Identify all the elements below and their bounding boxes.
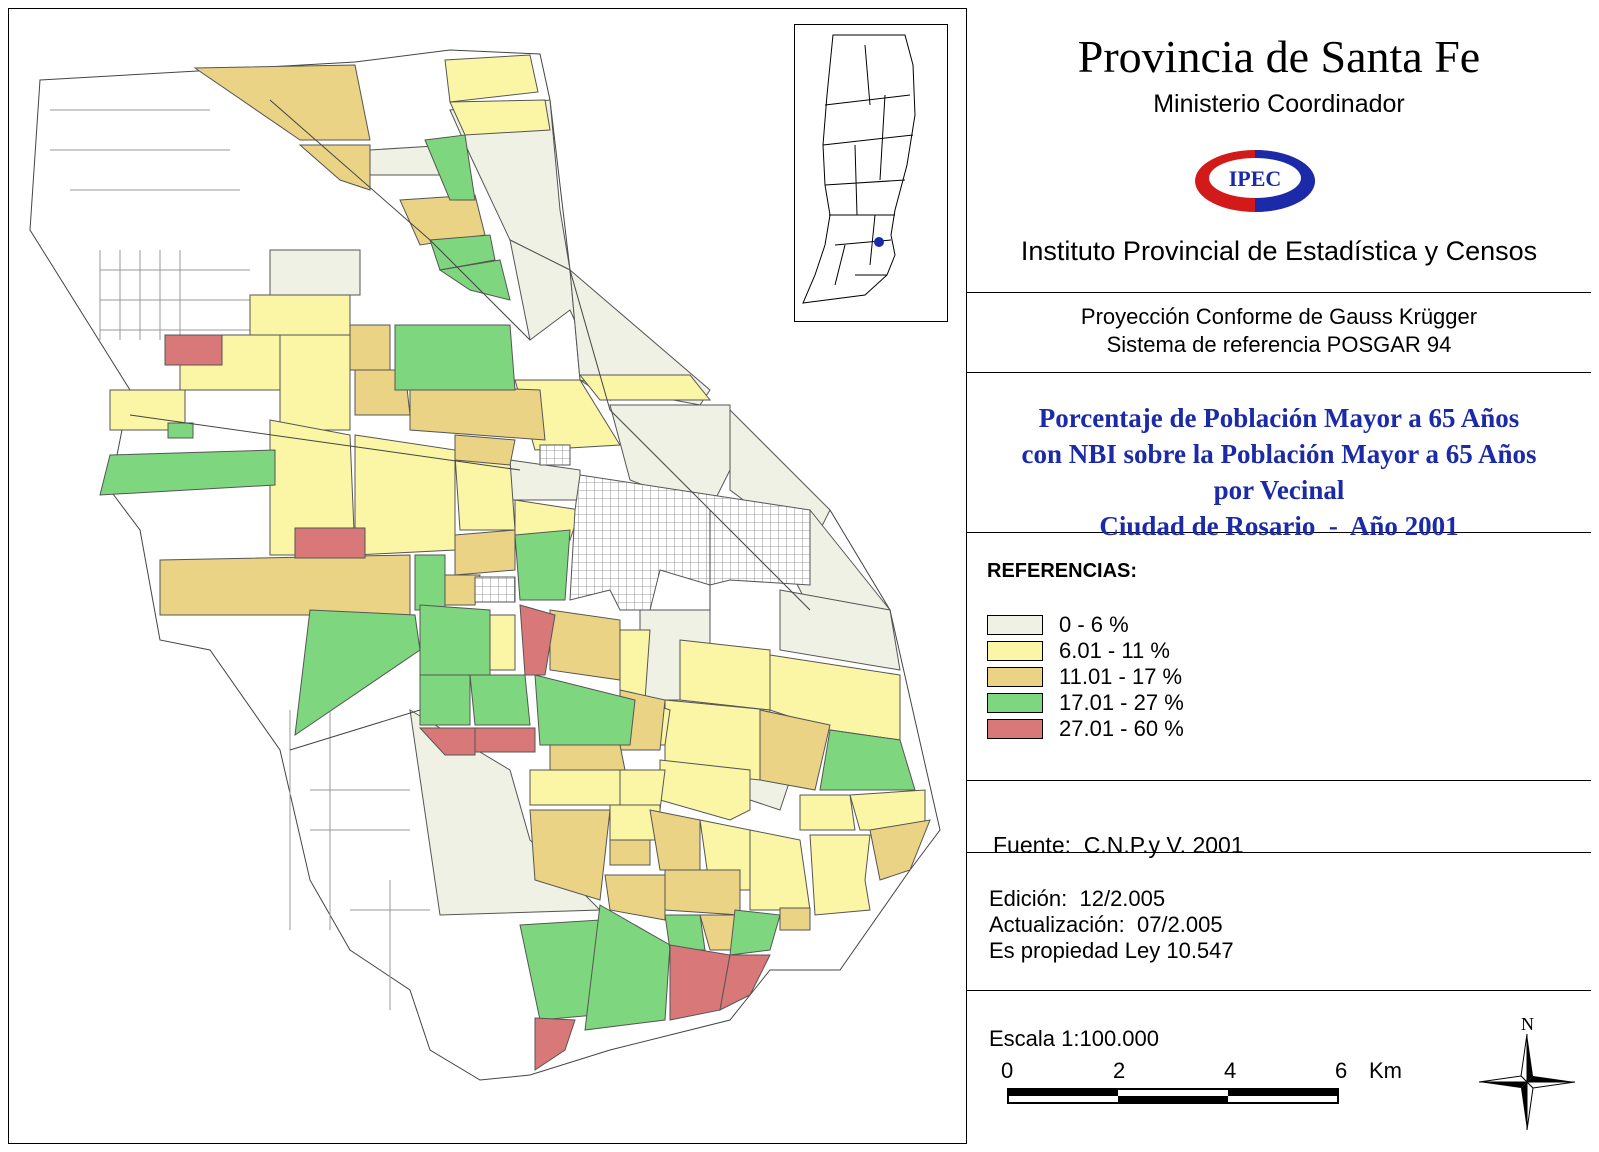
north-arrow-icon xyxy=(1478,1033,1576,1131)
map-title-line-4: Ciudad de Rosario - Año 2001 xyxy=(1099,511,1459,541)
map-title: Porcentaje de Población Mayor a 65 Años … xyxy=(967,400,1591,544)
ipec-logo: IPEC xyxy=(1195,150,1315,212)
scale-unit: Km xyxy=(1369,1058,1402,1083)
projection-line-1: Proyección Conforme de Gauss Krügger xyxy=(1080,304,1478,329)
legend-swatch xyxy=(987,693,1043,713)
page-title: Provincia de Santa Fe xyxy=(1077,31,1481,82)
projection-line-2: Sistema de referencia POSGAR 94 xyxy=(1106,332,1452,357)
scale-tick: 6 xyxy=(1335,1058,1348,1083)
map-title-section xyxy=(967,373,1591,533)
santa-fe-province-outline xyxy=(802,34,916,304)
map-info-panel: Provincia de Santa Fe Ministerio Coordin… xyxy=(966,8,1591,1144)
header-section: Provincia de Santa Fe Ministerio Coordin… xyxy=(967,8,1591,293)
legend-swatch xyxy=(987,615,1043,635)
edition-section xyxy=(967,853,1591,991)
update-date: Actualización: 07/2.005 xyxy=(989,912,1223,937)
north-label: N xyxy=(1521,1014,1534,1034)
legend-section xyxy=(967,533,1591,781)
scale-tick: 4 xyxy=(1224,1058,1237,1083)
scale-tick: 2 xyxy=(1113,1058,1126,1083)
scale-bar xyxy=(1007,1088,1339,1104)
legend-swatch xyxy=(987,719,1043,739)
class-17-27 xyxy=(99,134,916,1031)
legend-item: 11.01 - 17 % xyxy=(987,664,1183,689)
legend-item: 6.01 - 11 % xyxy=(987,638,1170,663)
rosario-location-dot xyxy=(874,237,884,247)
edition-date: Edición: 12/2.005 xyxy=(989,886,1166,911)
data-source: Fuente: C.N.P.y V. 2001 xyxy=(993,832,1244,858)
source-section xyxy=(967,781,1591,853)
scale-tick: 0 xyxy=(1001,1058,1014,1083)
legend-title: REFERENCIAS: xyxy=(987,560,1138,582)
legend-item: 27.01 - 60 % xyxy=(987,716,1184,741)
map-title-line-2: con NBI sobre la Población Mayor a 65 Añ… xyxy=(1021,439,1537,469)
projection-section: Proyección Conforme de Gauss Krügger Sis… xyxy=(967,293,1591,373)
ipec-logo-text: IPEC xyxy=(1229,166,1282,191)
legend-label: 11.01 - 17 % xyxy=(1059,664,1183,689)
legend-item: 17.01 - 27 % xyxy=(987,690,1184,715)
legend-label: 0 - 6 % xyxy=(1059,612,1129,637)
legend-label: 17.01 - 27 % xyxy=(1059,690,1184,715)
ministry-name: Ministerio Coordinador xyxy=(1153,90,1405,118)
legend-swatch xyxy=(987,667,1043,687)
institute-name: Instituto Provincial de Estadística y Ce… xyxy=(1020,236,1538,266)
legend-item: 0 - 6 % xyxy=(987,612,1129,637)
scale-label: Escala 1:100.000 xyxy=(989,1026,1160,1051)
legend-label: 27.01 - 60 % xyxy=(1059,716,1184,741)
province-inset-map xyxy=(794,24,948,322)
class-27-60 xyxy=(164,334,771,1071)
copyright-law: Es propiedad Ley 10.547 xyxy=(989,938,1234,963)
downtown-grid xyxy=(474,444,811,611)
legend-label: 6.01 - 11 % xyxy=(1059,638,1170,663)
map-title-line-1: Porcentaje de Población Mayor a 65 Años xyxy=(1038,403,1520,433)
rosario-choropleth-map xyxy=(29,49,941,1081)
class-6-11 xyxy=(109,54,926,916)
city-outline xyxy=(29,49,941,1081)
map-title-line-3: por Vecinal xyxy=(1213,475,1345,505)
legend-swatch xyxy=(987,641,1043,661)
